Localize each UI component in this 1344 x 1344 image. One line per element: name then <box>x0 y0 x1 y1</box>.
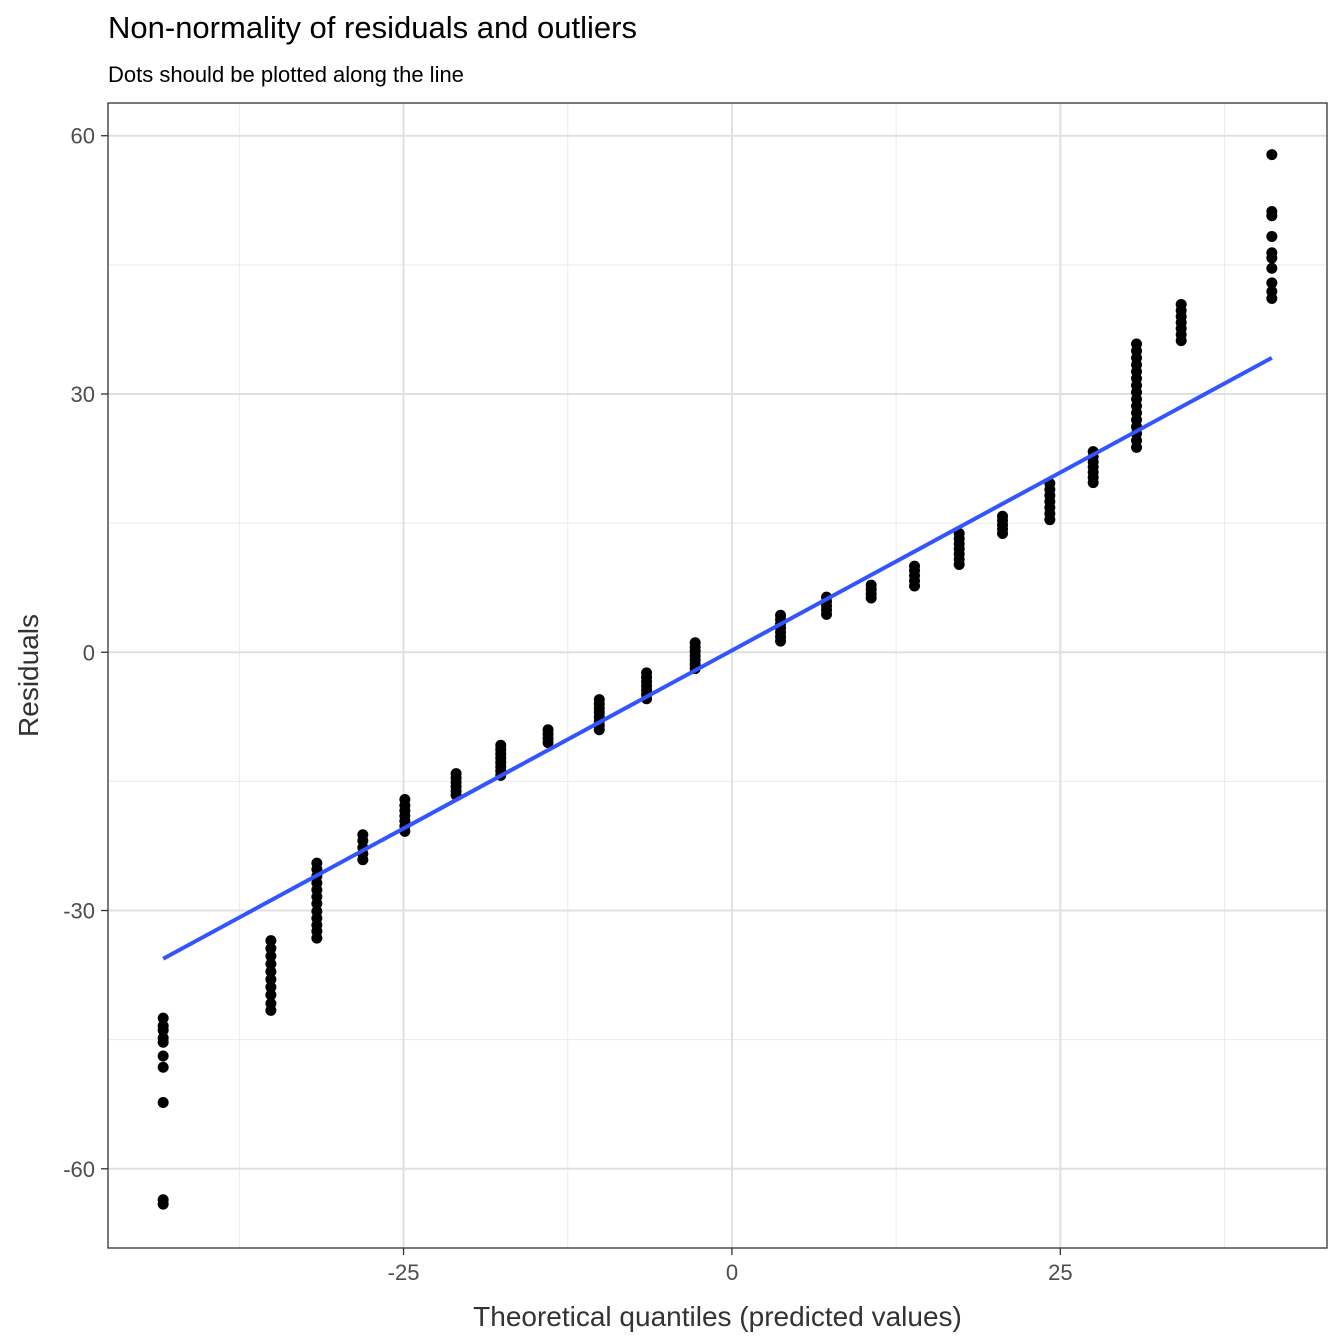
data-point <box>593 694 605 706</box>
data-point <box>450 768 462 780</box>
data-point <box>157 1097 169 1109</box>
grid-minor <box>108 103 1327 1248</box>
data-point <box>265 998 277 1010</box>
data-point <box>265 942 277 954</box>
data-point <box>265 966 277 978</box>
data-point <box>157 1050 169 1062</box>
plot-panel <box>108 103 1327 1248</box>
data-point <box>311 905 323 917</box>
data-point <box>311 857 323 869</box>
data-point <box>157 1061 169 1073</box>
data-point <box>157 1012 169 1024</box>
plot-border <box>107 102 1328 1249</box>
data-point <box>1266 277 1278 289</box>
y-tick-label: 60 <box>71 124 95 149</box>
data-point <box>265 950 277 962</box>
data-point <box>865 579 877 591</box>
x-axis-title: Theoretical quantiles (predicted values) <box>473 1301 962 1332</box>
reference-line <box>162 356 1273 961</box>
data-point <box>1266 230 1278 242</box>
chart-subtitle: Dots should be plotted along the line <box>108 62 464 87</box>
data-point <box>542 724 554 736</box>
y-tick-label: -60 <box>63 1157 95 1182</box>
data-point <box>1266 286 1278 298</box>
data-point <box>157 1020 169 1032</box>
data-point <box>495 739 507 751</box>
grid-major <box>108 103 1327 1248</box>
x-tick-label: 0 <box>726 1260 738 1285</box>
data-point <box>1266 149 1278 161</box>
data-point <box>265 958 277 970</box>
data-points <box>157 149 1278 1210</box>
data-point <box>997 510 1009 522</box>
data-point <box>357 829 369 841</box>
y-axis-title: Residuals <box>13 614 44 737</box>
chart-title: Non-normality of residuals and outliers <box>108 10 637 45</box>
y-tick-label: 0 <box>83 640 95 665</box>
data-point <box>157 1194 169 1206</box>
data-point <box>1266 205 1278 217</box>
data-point <box>265 989 277 1001</box>
y-tick-label: -30 <box>63 899 95 924</box>
data-point <box>1266 262 1278 274</box>
data-point <box>157 1032 169 1044</box>
data-point <box>399 793 411 805</box>
data-point <box>1175 298 1187 310</box>
data-point <box>265 973 277 985</box>
data-point <box>1266 247 1278 259</box>
data-point <box>689 637 701 649</box>
x-tick-label: -25 <box>388 1260 420 1285</box>
data-point <box>265 981 277 993</box>
data-point <box>775 609 787 621</box>
x-axis-ticks: -25 0 25 <box>388 1248 1073 1285</box>
x-tick-label: 25 <box>1048 1260 1072 1285</box>
y-tick-label: 30 <box>71 382 95 407</box>
y-axis-ticks: -60 -30 0 30 60 <box>63 124 108 1182</box>
data-point <box>265 935 277 947</box>
data-point <box>909 560 921 572</box>
data-point <box>641 667 653 679</box>
data-point <box>1131 338 1143 350</box>
